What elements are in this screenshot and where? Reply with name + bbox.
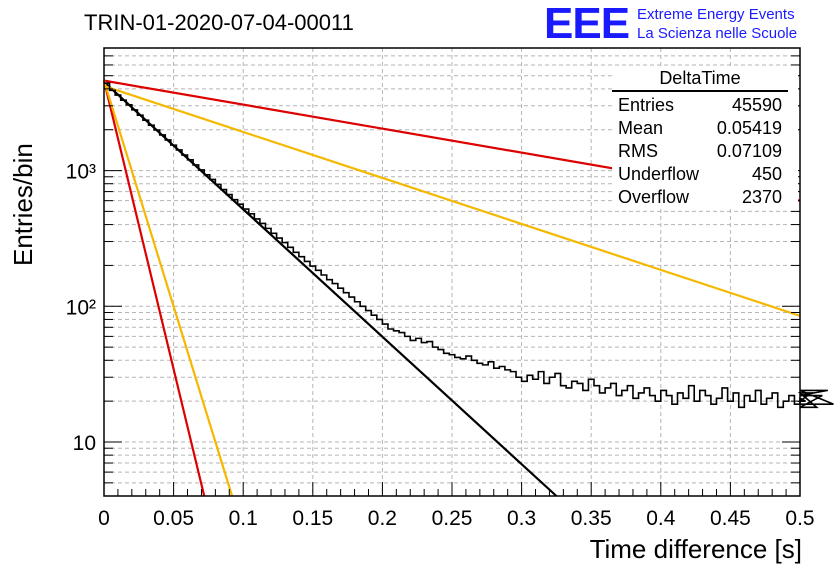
stats-value: 0.07109 [716,141,782,161]
logo-tagline-2: La Scienza nelle Scuole [637,25,798,42]
x-tick-label: 0.4 [646,507,676,530]
x-tick-label: 0.2 [368,507,397,530]
y-axis-label: Entries/bin [8,143,38,266]
x-tick-label: 0.15 [292,507,333,530]
stats-label: Overflow [618,187,690,207]
x-axis-label: Time difference [s] [589,534,802,564]
x-tick-label: 0.05 [153,507,194,530]
stats-label: Underflow [618,164,700,184]
x-tick-label: 0.1 [229,507,258,530]
logo-tagline-1: Extreme Energy Events [637,6,795,23]
histogram-series [104,82,834,409]
stats-label: Entries [618,95,675,115]
stats-label: RMS [618,141,658,161]
stats-row: Entries 45590 [612,94,798,117]
stats-label: Mean [618,118,664,138]
x-tick-label: 0.35 [571,507,612,530]
stats-value: 0.05419 [716,118,782,138]
fit-curve [102,80,234,497]
fit-curve [103,81,558,497]
histogram-step-line [104,82,834,409]
stats-value: 45590 [731,95,782,115]
tick-labels: 0 0.05 0.1 0.15 0.2 0.25 0.3 0.35 0.4 0.45 0.5 10 10… [66,161,815,530]
axis-ticks [103,47,801,497]
stats-row: Mean 0.05419 [612,117,798,140]
run-title: TRIN-01-2020-07-04-00011 [84,10,354,35]
stats-title: DeltaTime [612,68,788,92]
fit-curve [103,84,801,317]
x-tick-label: 0.5 [785,507,814,530]
stats-value: 450 [751,164,782,184]
y-tick-label: 10² [66,296,96,319]
stats-row: RMS 0.07109 [612,140,798,163]
y-tick-label: 10³ [66,161,96,184]
y-tick-label: 10 [73,432,96,455]
fit-curve [102,80,206,497]
stats-row: Underflow 450 [612,163,798,186]
x-tick-label: 0 [98,507,110,530]
stats-value: 2370 [741,187,782,207]
x-tick-label: 0.45 [710,507,751,530]
stats-row: Overflow 2370 [612,186,798,209]
eee-logo: EEE [544,0,630,48]
x-tick-label: 0.25 [432,507,473,530]
fit-curves [102,79,801,497]
x-tick-label: 0.3 [507,507,536,530]
stats-box: DeltaTime Entries 45590 Mean 0.05419 RMS 0.… [612,68,798,209]
